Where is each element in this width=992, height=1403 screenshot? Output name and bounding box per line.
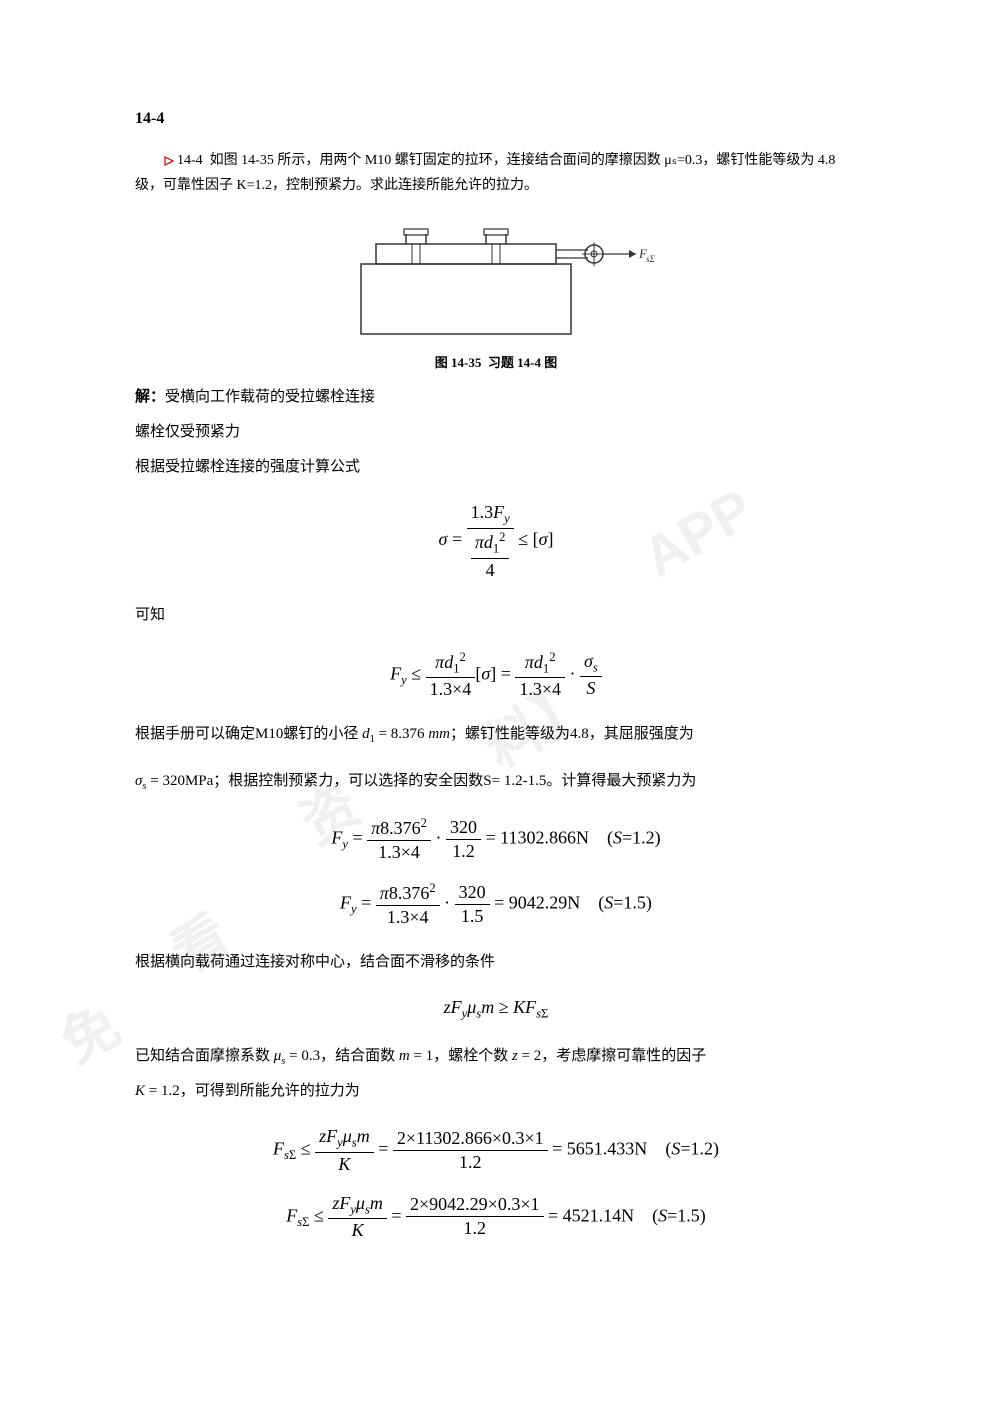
equation-2: Fy ≤ πd12 1.3×4 [σ] = πd12 1.3×4 · σs S <box>135 650 857 701</box>
figure-diagram: F sΣ <box>336 214 656 344</box>
problem-text: 如图 14-35 所示，用两个 M10 螺钉固定的拉环，连接结合面间的摩擦因数 … <box>135 153 835 193</box>
problem-number: 14-4 <box>135 110 857 128</box>
equation-7: FsΣ ≤ zFyμsm K = 2×9042.29×0.3×1 1.2 = 4… <box>135 1193 857 1242</box>
solution-line: 根据受拉螺栓连接的强度计算公式 <box>135 451 857 484</box>
problem-statement: 14-4 如图 14-35 所示，用两个 M10 螺钉固定的拉环，连接结合面间的… <box>135 148 857 198</box>
solution-label: 解： <box>135 389 165 405</box>
solution-line: K = 1.2，可得到所能允许的拉力为 <box>135 1075 857 1108</box>
equation-1: σ = 1.3Fy πd124 ≤ [σ] <box>135 502 857 580</box>
solution-line: 螺栓仅受预紧力 <box>135 416 857 449</box>
figure-container: F sΣ 图 14-35 习题 14-4 图 <box>135 214 857 371</box>
solution-line: σs = 320MPa；根据控制预紧力，可以选择的安全因数S= 1.2-1.5。… <box>135 765 857 798</box>
equation-5: zFyμsm ≥ KFsΣ <box>135 997 857 1022</box>
solution-line: 可知 <box>135 599 857 632</box>
marker-icon <box>163 155 175 167</box>
watermark-text: 免 <box>44 981 133 1079</box>
problem-prefix: 14-4 <box>177 153 203 168</box>
solution-line: 解：受横向工作载荷的受拉螺栓连接 <box>135 381 857 414</box>
equation-4: Fy = π8.3762 1.3×4 · 320 1.5 = 9042.29N … <box>135 881 857 928</box>
figure-caption: 图 14-35 习题 14-4 图 <box>135 352 857 371</box>
solution-line: 已知结合面摩擦系数 μs = 0.3，结合面数 m = 1，螺栓个数 z = 2… <box>135 1040 857 1073</box>
equation-3: Fy = π8.3762 1.3×4 · 320 1.2 = 11302.866… <box>135 816 857 863</box>
solution-line: 根据横向载荷通过连接对称中心，结合面不滑移的条件 <box>135 946 857 979</box>
solution-line: 根据手册可以确定M10螺钉的小径 d1 = 8.376 mm；螺钉性能等级为4.… <box>135 718 857 751</box>
equation-6: FsΣ ≤ zFyμsm K = 2×11302.866×0.3×1 1.2 =… <box>135 1126 857 1175</box>
svg-text:sΣ: sΣ <box>646 254 656 264</box>
